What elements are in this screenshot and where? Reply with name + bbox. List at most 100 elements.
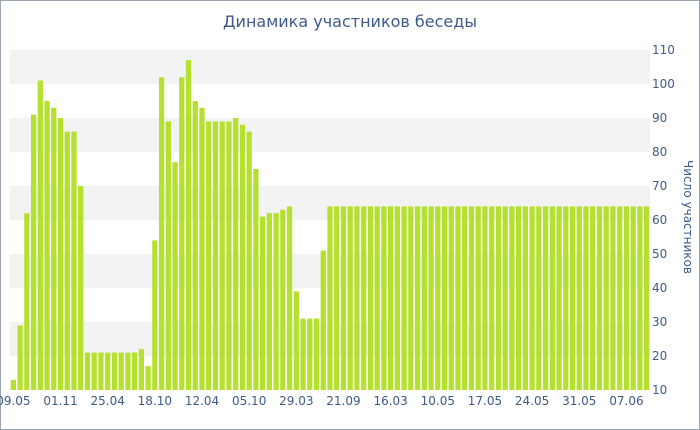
bar (78, 186, 84, 390)
bar (111, 352, 118, 390)
bar (596, 206, 603, 390)
x-tick-label: 07.06 (609, 394, 643, 408)
bar (610, 206, 616, 390)
bar (475, 206, 481, 390)
bar (132, 352, 138, 390)
bar (367, 206, 374, 390)
bar (152, 240, 158, 390)
x-tick-label: 18.10 (138, 394, 172, 408)
x-tick-label: 29.03 (279, 394, 313, 408)
bar (448, 206, 454, 390)
bar (266, 213, 272, 390)
bar (489, 206, 495, 390)
bar (556, 206, 562, 390)
bar (24, 213, 30, 390)
bar (37, 80, 43, 390)
bar (239, 124, 246, 391)
bar (441, 206, 448, 390)
bar (246, 131, 252, 390)
bar (44, 101, 50, 390)
bar (361, 206, 367, 390)
bar (509, 206, 515, 390)
bar (394, 206, 400, 390)
bar (98, 352, 104, 390)
bar (468, 206, 475, 390)
x-tick-label: 21.09 (326, 394, 360, 408)
bar (435, 206, 441, 390)
bar (637, 206, 643, 390)
bar (529, 206, 535, 390)
x-tick-label: 25.04 (91, 394, 125, 408)
bar (293, 291, 299, 390)
bar (347, 206, 353, 390)
y-tick-label: 30 (652, 315, 667, 329)
bar (91, 352, 97, 390)
bar (374, 206, 380, 390)
y-axis-ticks: 10 20 30 40 50 60 70 80 90 100 110 (652, 43, 675, 397)
bar (549, 206, 555, 390)
bar (118, 352, 124, 390)
grid-band (10, 118, 650, 152)
bar (603, 206, 609, 390)
bar (536, 206, 542, 390)
bar (381, 206, 387, 390)
x-tick-label: 17.05 (468, 394, 502, 408)
y-axis-title: Число участников (681, 160, 695, 274)
bar (340, 206, 347, 390)
x-tick-label: 31.05 (562, 394, 596, 408)
bar (307, 318, 313, 390)
bar (206, 121, 212, 391)
bar (30, 114, 37, 390)
x-tick-label: 24.05 (515, 394, 549, 408)
bar (482, 206, 488, 390)
y-tick-label: 70 (652, 179, 667, 193)
bar (428, 206, 434, 390)
y-tick-label: 20 (652, 349, 667, 363)
bar (145, 366, 151, 390)
bar (51, 107, 57, 391)
x-tick-label: 12.04 (185, 394, 219, 408)
bar (408, 206, 414, 390)
bar (84, 352, 91, 390)
bar (10, 379, 16, 390)
y-tick-label: 100 (652, 77, 675, 91)
x-tick-label: 16.03 (373, 394, 407, 408)
bar (192, 101, 198, 390)
x-tick-label: 05.10 (232, 394, 266, 408)
y-tick-label: 40 (652, 281, 667, 295)
bar (569, 206, 576, 390)
bar (185, 60, 192, 390)
bar (179, 77, 185, 390)
bar (455, 206, 461, 390)
bar (71, 131, 77, 390)
bar (462, 206, 468, 390)
bar (354, 206, 360, 390)
y-tick-label: 110 (652, 43, 675, 57)
bar (212, 121, 219, 391)
bar (57, 118, 64, 390)
bar (105, 352, 111, 390)
bar (280, 209, 286, 390)
bar (576, 206, 582, 390)
bar (617, 206, 623, 390)
bar (542, 206, 549, 390)
bar (286, 206, 293, 390)
bar (320, 250, 326, 390)
y-tick-label: 90 (652, 111, 667, 125)
bar (313, 318, 320, 390)
bar (401, 206, 407, 390)
bar (516, 206, 522, 390)
bar (623, 206, 630, 390)
bar (125, 352, 131, 390)
bar (260, 216, 266, 390)
bar (388, 206, 394, 390)
y-tick-label: 80 (652, 145, 667, 159)
bar (421, 206, 427, 390)
bar (233, 118, 239, 390)
bar (644, 206, 650, 390)
x-tick-label: 01.11 (43, 394, 77, 408)
bar (253, 169, 259, 390)
y-tick-label: 10 (652, 383, 667, 397)
bar (219, 121, 225, 391)
